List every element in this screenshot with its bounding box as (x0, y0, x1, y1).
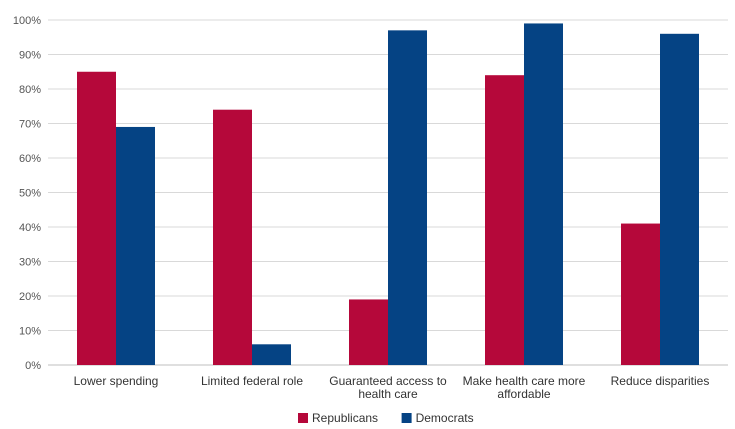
bar-republicans-4 (621, 223, 660, 365)
category-label-line: Guaranteed access to (329, 374, 447, 388)
y-tick-label: 70% (19, 119, 41, 131)
legend-swatch-republicans (298, 413, 308, 423)
y-tick-label: 20% (19, 291, 41, 303)
y-tick-label: 40% (19, 222, 41, 234)
bar-republicans-2 (349, 299, 388, 365)
category-label-line: Limited federal role (201, 374, 303, 388)
legend-swatch-democrats (401, 413, 412, 423)
y-tick-label: 30% (19, 257, 41, 269)
category-label: Make health care more affordable (463, 374, 586, 401)
category-label-line: Make health care more (463, 374, 586, 388)
legend: Republicans Democrats (298, 411, 474, 425)
bar-democrats-3 (524, 23, 563, 365)
bar-democrats-0 (116, 126, 155, 365)
bar-republicans-3 (485, 75, 524, 365)
y-tick-label: 60% (19, 153, 41, 165)
category-label-line: Lower spending (74, 374, 159, 388)
category-label: Lower spending (74, 374, 159, 388)
category-label-line: Reduce disparities (611, 374, 710, 388)
y-tick-label: 90% (19, 50, 41, 62)
category-label-line: health care (358, 387, 418, 401)
y-tick-label: 50% (19, 188, 41, 200)
bar-democrats-1 (252, 344, 291, 365)
bar-republicans-0 (77, 71, 116, 365)
y-axis-ticks: 0% 10% 20% 30% 40% 50% 60% 70% 80% 90% 100% (13, 15, 41, 372)
y-tick-label: 10% (19, 326, 41, 338)
bars (77, 23, 699, 366)
x-axis-category-labels: Lower spending Limited federal role Guaran… (74, 374, 710, 401)
bar-republicans-1 (213, 109, 252, 365)
category-label: Limited federal role (201, 374, 303, 388)
category-label: Reduce disparities (611, 374, 710, 388)
bar-democrats-4 (660, 33, 699, 366)
bar-democrats-2 (388, 30, 427, 365)
legend-label-democrats: Democrats (416, 411, 474, 425)
y-tick-label: 0% (25, 360, 41, 372)
legend-label-republicans: Republicans (312, 411, 378, 425)
y-tick-label: 100% (13, 15, 41, 27)
category-label-line: affordable (497, 387, 550, 401)
y-tick-label: 80% (19, 84, 41, 96)
category-label: Guaranteed access to health care (329, 374, 447, 401)
